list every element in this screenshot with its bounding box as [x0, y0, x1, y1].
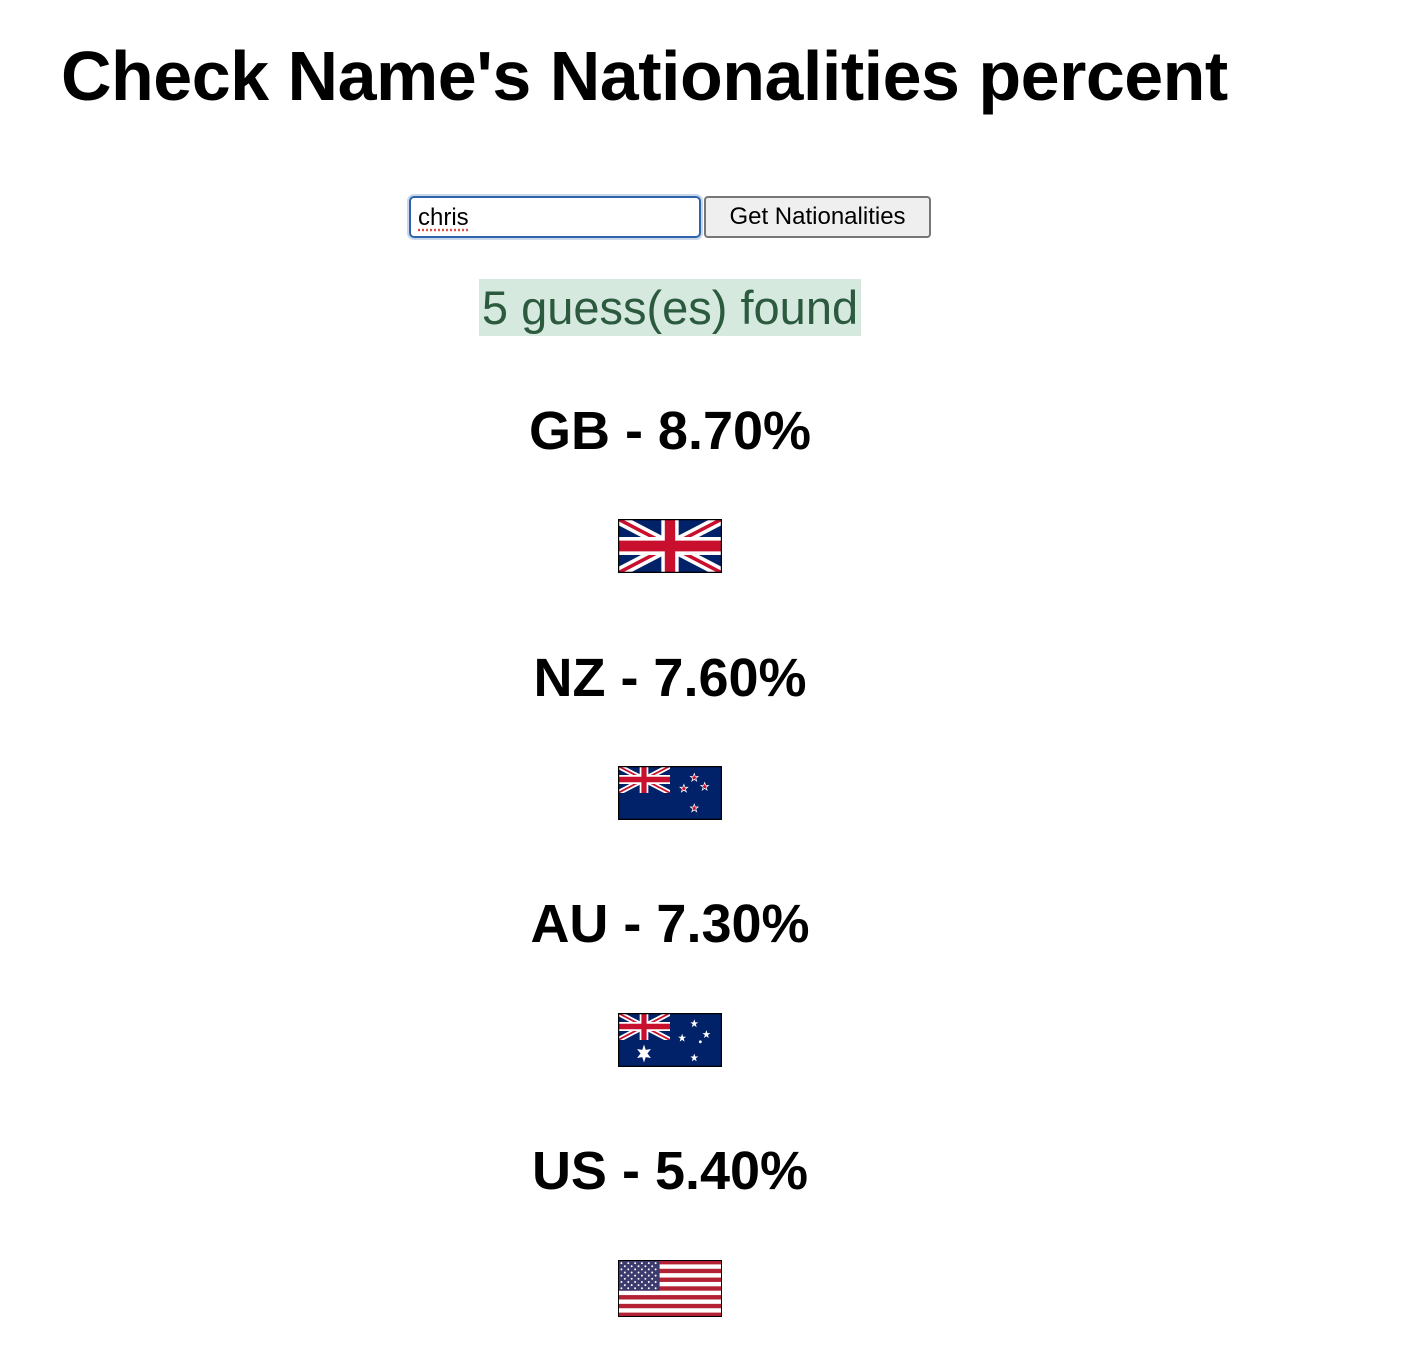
us-flag-icon [618, 1260, 722, 1317]
search-form: Get Nationalities [407, 194, 931, 240]
get-nationalities-button[interactable]: Get Nationalities [704, 196, 931, 238]
result-label-nz: NZ - 7.60% [533, 648, 807, 708]
au-flag-icon [618, 1013, 722, 1067]
result-label-gb: GB - 8.70% [528, 401, 812, 461]
nz-flag-icon [618, 766, 722, 820]
name-input[interactable] [407, 194, 703, 240]
status-badge: 5 guess(es) found [479, 279, 861, 336]
result-label-au: AU - 7.30% [530, 894, 810, 954]
result-label-us: US - 5.40% [531, 1141, 809, 1201]
page-title: Check Name's Nationalities percent [61, 37, 1228, 115]
gb-flag-icon [618, 519, 722, 573]
